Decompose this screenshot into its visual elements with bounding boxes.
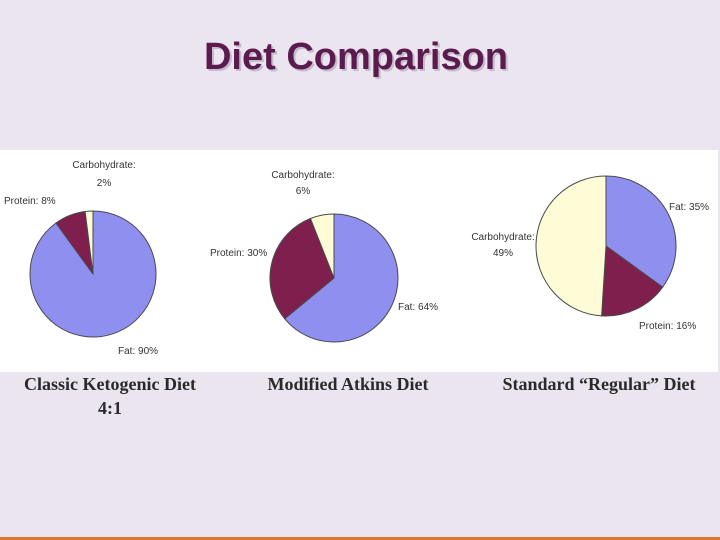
chart-caption-ketogenic: Classic Ketogenic Diet 4:1 — [0, 372, 220, 420]
pie-slice-carbohydrate — [535, 175, 607, 317]
chart-subtitle: 4:1 — [98, 398, 122, 418]
pie-atkins: Fat: 64% Protein: 30% Carbohydrate: 6% — [210, 170, 438, 343]
slice-label: 6% — [296, 186, 311, 197]
slice-label: Fat: 35% — [669, 202, 709, 213]
slice-label: 2% — [97, 178, 112, 189]
chart-title: Standard “Regular” Diet — [502, 374, 696, 394]
pie-slice-carbohydrate — [84, 210, 94, 275]
slice-label: Fat: 64% — [398, 302, 438, 313]
slice-label: Protein: 30% — [210, 248, 267, 259]
slice-label: Carbohydrate: — [72, 160, 135, 171]
pie-charts: Fat: 90% Protein: 8% Carbohydrate: 2% Fat: 6… — [4, 160, 709, 357]
slice-label: Carbohydrate: — [471, 232, 534, 243]
chart-caption-atkins: Modified Atkins Diet — [240, 372, 456, 396]
slice-label: Fat: 90% — [118, 346, 158, 357]
slice-label: Carbohydrate: — [271, 170, 334, 181]
pie-ketogenic: Fat: 90% Protein: 8% Carbohydrate: 2% — [4, 160, 158, 357]
pie-slice-carbohydrate — [309, 213, 335, 279]
pie-slice-protein — [601, 245, 664, 317]
chart-caption-standard: Standard “Regular” Diet — [480, 372, 718, 396]
chart-title: Modified Atkins Diet — [267, 374, 429, 394]
slice-label: Protein: 8% — [4, 196, 56, 207]
chart-title: Classic Ketogenic Diet — [24, 374, 196, 394]
pie-slice-fat — [605, 175, 677, 288]
slide-title: Diet Comparison — [203, 36, 509, 78]
pie-standard: Fat: 35% Protein: 16% Carbohydrate: 49% — [471, 175, 709, 332]
chart-panel: Fat: 90% Protein: 8% Carbohydrate: 2% Fat: 6… — [0, 150, 718, 372]
pie-slice-protein — [269, 217, 335, 320]
slice-label: 49% — [493, 248, 513, 259]
pie-slice-fat — [283, 213, 399, 343]
slice-label: Protein: 16% — [639, 321, 696, 332]
accent-bar — [0, 537, 720, 540]
